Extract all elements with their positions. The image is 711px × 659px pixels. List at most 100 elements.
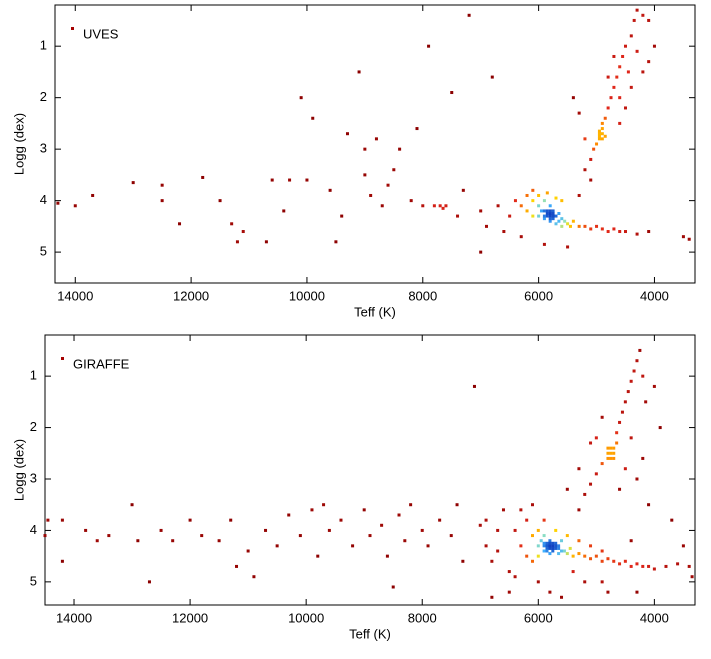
data-point xyxy=(652,384,656,388)
data-point xyxy=(270,178,274,182)
data-point xyxy=(513,199,517,203)
data-point xyxy=(380,523,384,527)
data-point xyxy=(369,193,373,197)
data-point xyxy=(548,217,552,221)
data-point xyxy=(502,230,506,234)
data-point xyxy=(577,552,581,556)
data-point xyxy=(562,549,566,553)
data-point xyxy=(380,204,384,208)
data-point xyxy=(299,96,303,100)
data-point xyxy=(60,518,64,522)
data-point xyxy=(322,503,326,507)
data-point xyxy=(560,595,564,599)
data-point xyxy=(560,199,564,203)
data-point xyxy=(545,549,549,553)
data-point xyxy=(282,209,286,213)
data-point xyxy=(609,446,613,450)
data-point xyxy=(531,214,535,218)
data-point xyxy=(635,8,639,12)
x-tick-label: 14000 xyxy=(57,288,93,303)
data-point xyxy=(632,18,636,22)
data-point xyxy=(571,570,575,574)
data-point xyxy=(583,168,587,172)
data-point xyxy=(548,590,552,594)
data-point xyxy=(548,219,552,223)
data-point xyxy=(594,436,598,440)
data-point xyxy=(316,554,320,558)
data-point xyxy=(545,546,549,550)
data-point xyxy=(589,544,593,548)
data-point xyxy=(420,528,424,532)
data-point xyxy=(560,217,564,221)
data-point xyxy=(288,178,292,182)
data-point xyxy=(690,575,694,579)
data-point xyxy=(589,178,593,182)
data-point xyxy=(597,134,601,138)
data-point xyxy=(409,503,413,507)
data-point xyxy=(545,212,549,215)
data-point xyxy=(252,575,256,579)
data-point xyxy=(629,34,633,38)
data-point xyxy=(635,49,639,53)
data-point xyxy=(545,214,549,218)
data-point xyxy=(647,18,651,22)
y-tick-label: 3 xyxy=(40,141,47,156)
data-point xyxy=(160,183,164,187)
data-point xyxy=(626,70,630,74)
data-point xyxy=(548,541,552,545)
data-point xyxy=(571,554,575,558)
data-point xyxy=(612,85,616,89)
data-point xyxy=(557,212,561,215)
data-point xyxy=(241,230,245,234)
data-point xyxy=(537,193,541,197)
data-point xyxy=(421,204,425,208)
data-point xyxy=(531,559,534,563)
data-point xyxy=(444,204,448,208)
data-point xyxy=(647,503,651,507)
data-point xyxy=(681,544,685,548)
data-point xyxy=(589,157,593,161)
data-point xyxy=(629,85,633,89)
data-point xyxy=(600,549,604,553)
data-point xyxy=(568,224,572,228)
data-point xyxy=(368,534,372,538)
data-point xyxy=(339,518,343,522)
data-point xyxy=(548,209,552,213)
x-axis-label: Teff (K) xyxy=(349,626,391,641)
data-point xyxy=(545,191,549,195)
data-point xyxy=(542,199,546,203)
data-point xyxy=(438,204,442,208)
data-point xyxy=(577,224,581,228)
data-point xyxy=(600,580,604,584)
data-point xyxy=(545,544,549,548)
data-point xyxy=(479,250,483,254)
data-point xyxy=(641,70,645,74)
y-axis-label: Logg (dex) xyxy=(11,113,26,175)
data-point xyxy=(554,196,558,200)
data-point xyxy=(577,111,581,115)
data-point xyxy=(623,44,627,48)
data-point xyxy=(548,539,552,543)
data-point xyxy=(647,230,651,234)
data-point xyxy=(557,552,561,556)
x-tick-label: 12000 xyxy=(172,610,208,625)
data-point xyxy=(577,193,581,197)
plot-frame xyxy=(54,4,696,284)
data-point xyxy=(577,508,581,512)
data-point xyxy=(551,541,555,545)
data-point xyxy=(351,544,355,548)
data-point xyxy=(60,559,64,563)
data-point xyxy=(629,564,633,568)
y-tick-label: 3 xyxy=(30,470,37,485)
data-point xyxy=(403,539,407,543)
data-point xyxy=(484,224,488,228)
data-point xyxy=(606,446,610,450)
data-point xyxy=(542,214,546,218)
data-point xyxy=(519,508,523,512)
data-point xyxy=(264,240,268,244)
data-point xyxy=(328,188,332,192)
data-point xyxy=(479,209,483,213)
y-tick-label: 4 xyxy=(40,192,47,207)
data-point xyxy=(531,503,534,507)
